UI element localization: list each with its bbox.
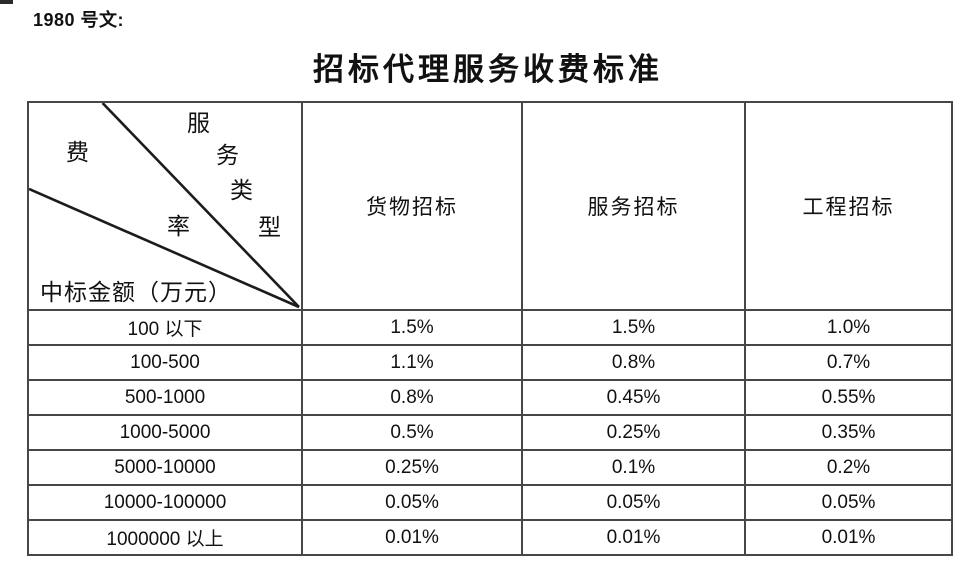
amount-range-cell: 100 以下 — [27, 309, 303, 346]
diagonal-lines — [29, 103, 300, 309]
rate-cell: 1.5% — [521, 309, 746, 346]
rate-cell: 0.5% — [301, 414, 523, 451]
header-fee-char: 费 — [66, 140, 89, 165]
table-row: 100-500 1.1% 0.8% 0.7% — [27, 344, 953, 381]
header-service-type-char: 型 — [258, 215, 281, 240]
table-row: 500-1000 0.8% 0.45% 0.55% — [27, 379, 953, 416]
amount-range-cell: 10000-100000 — [27, 484, 303, 521]
header-service-type-char: 务 — [216, 143, 239, 168]
rate-cell: 1.1% — [301, 344, 523, 381]
rate-cell: 0.55% — [744, 379, 953, 416]
table-header-row: 服 费 务 类 率 型 中标金额（万元） 货物招标 服务招标 工程招标 — [27, 101, 953, 311]
rate-cell: 0.05% — [301, 484, 523, 521]
table-row: 1000000 以上 0.01% 0.01% 0.01% — [27, 519, 953, 556]
rate-cell: 0.7% — [744, 344, 953, 381]
rate-cell: 0.05% — [521, 484, 746, 521]
table-row: 10000-100000 0.05% 0.05% 0.05% — [27, 484, 953, 521]
amount-range-cell: 500-1000 — [27, 379, 303, 416]
rate-cell: 0.8% — [301, 379, 523, 416]
rate-cell: 0.8% — [521, 344, 746, 381]
header-service-type-char: 服 — [187, 111, 210, 136]
rate-cell: 1.5% — [301, 309, 523, 346]
amount-range-cell: 5000-10000 — [27, 449, 303, 486]
page-corner-artifact — [0, 0, 13, 4]
rate-cell: 0.45% — [521, 379, 746, 416]
table-row: 1000-5000 0.5% 0.25% 0.35% — [27, 414, 953, 451]
rate-cell: 0.25% — [521, 414, 746, 451]
column-header-goods: 货物招标 — [301, 101, 523, 311]
rate-cell: 0.01% — [521, 519, 746, 556]
header-rate-char: 率 — [167, 214, 190, 239]
rate-cell: 1.0% — [744, 309, 953, 346]
column-header-engineering: 工程招标 — [744, 101, 953, 311]
header-service-type-char: 类 — [230, 178, 253, 203]
diagonal-header-cell: 服 费 务 类 率 型 中标金额（万元） — [27, 101, 303, 311]
rate-cell: 0.25% — [301, 449, 523, 486]
rate-cell: 0.1% — [521, 449, 746, 486]
table-row: 5000-10000 0.25% 0.1% 0.2% — [27, 449, 953, 486]
rate-cell: 0.35% — [744, 414, 953, 451]
amount-range-cell: 1000-5000 — [27, 414, 303, 451]
header-amount-label: 中标金额（万元） — [40, 280, 232, 305]
rate-cell: 0.05% — [744, 484, 953, 521]
document-number-label: 1980 号文: — [33, 10, 125, 30]
rate-cell: 0.2% — [744, 449, 953, 486]
amount-range-cell: 100-500 — [27, 344, 303, 381]
column-header-service: 服务招标 — [521, 101, 746, 311]
amount-range-cell: 1000000 以上 — [27, 519, 303, 556]
page-title: 招标代理服务收费标准 — [313, 52, 663, 87]
fee-standard-table: 服 费 务 类 率 型 中标金额（万元） 货物招标 服务招标 工程招标 100 … — [27, 101, 953, 556]
rate-cell: 0.01% — [301, 519, 523, 556]
rate-cell: 0.01% — [744, 519, 953, 556]
table-row: 100 以下 1.5% 1.5% 1.0% — [27, 309, 953, 346]
